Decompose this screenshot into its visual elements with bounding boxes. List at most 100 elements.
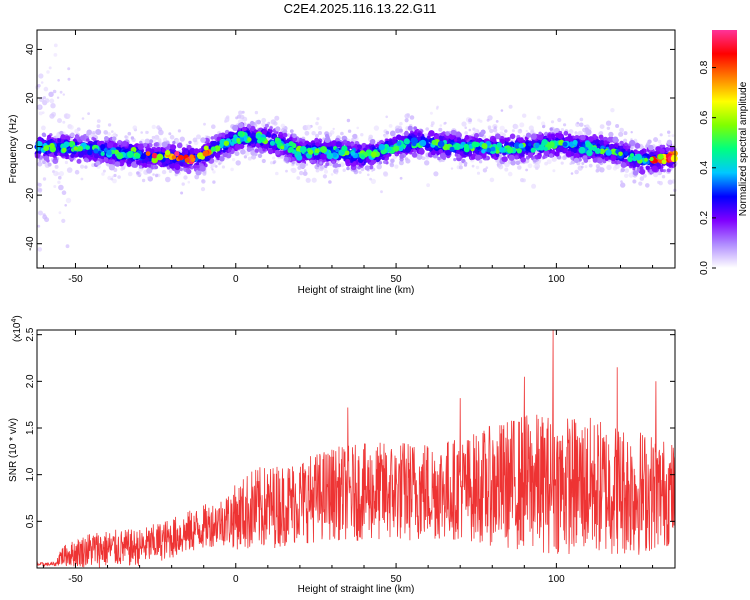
spectrogram-point xyxy=(111,136,117,141)
spectrogram-point xyxy=(194,174,200,180)
spectrogram-point xyxy=(57,180,61,184)
spectrogram-point xyxy=(653,137,659,143)
spectrogram-point xyxy=(131,161,138,168)
spectrogram-point xyxy=(341,145,348,152)
spectrogram-point xyxy=(643,157,649,162)
spectrogram-point xyxy=(669,162,673,166)
spectrogram-point xyxy=(404,146,411,153)
spectrogram-point xyxy=(254,148,259,153)
spectrogram-point xyxy=(389,141,393,145)
spectrogram-point xyxy=(319,161,323,165)
spectrogram-point xyxy=(576,121,580,125)
spectrogram-point xyxy=(177,129,181,133)
spectrogram-point xyxy=(588,136,594,142)
spectrogram-point xyxy=(454,153,459,157)
spectrogram-point xyxy=(548,141,555,149)
spectrogram-point xyxy=(620,162,627,168)
spectrogram-point xyxy=(37,84,41,88)
spectrogram-point xyxy=(409,115,415,120)
spectrogram-point xyxy=(624,168,630,173)
spectrogram-point xyxy=(269,126,273,130)
spectrogram-point xyxy=(282,132,288,138)
spectrogram-point xyxy=(491,137,497,143)
spectrogram-point xyxy=(433,171,439,177)
spectrogram-point xyxy=(41,111,45,114)
spectrogram-point xyxy=(230,167,234,172)
spectrogram-point xyxy=(607,136,615,143)
spectrogram-point xyxy=(574,169,579,175)
spectrogram-point xyxy=(196,161,200,166)
spectrogram-point xyxy=(302,142,306,147)
spectrogram-point xyxy=(309,159,313,164)
spectrogram-point xyxy=(108,159,113,165)
spectrogram-point xyxy=(127,131,132,136)
spectrogram-point xyxy=(157,138,162,143)
spectrogram-point xyxy=(563,148,568,153)
spectrogram-point xyxy=(147,163,152,168)
spectrogram-point xyxy=(508,154,515,161)
spectrogram-point xyxy=(85,145,90,151)
colorbar-ticks: 0.0 0.2 0.4 0.6 0.8 xyxy=(699,60,716,275)
spectrogram-point xyxy=(504,161,510,168)
spectrogram-point xyxy=(565,150,572,157)
spectrogram-point xyxy=(311,131,316,136)
spectrogram-point xyxy=(449,146,455,152)
spectrogram-point xyxy=(280,145,285,150)
spectrogram-point xyxy=(662,144,666,148)
spectrogram-point xyxy=(666,168,671,173)
spectrogram-point xyxy=(619,127,624,133)
spectrogram-point xyxy=(43,155,50,161)
spectrogram-point xyxy=(395,128,401,134)
spectrogram-point xyxy=(510,160,516,166)
spectrogram-point xyxy=(416,153,423,160)
spectrogram-point xyxy=(375,143,379,148)
spectrogram-point xyxy=(43,86,49,92)
spectrogram-point xyxy=(346,166,350,171)
spectrogram-point xyxy=(667,179,673,185)
spectrogram-point xyxy=(138,165,143,169)
spectrogram-point xyxy=(296,176,301,180)
spectrogram-point xyxy=(232,124,239,131)
x-tick-label: 100 xyxy=(548,574,565,585)
spectrogram-point xyxy=(291,161,295,165)
spectrogram-point xyxy=(372,167,376,171)
x-tick-label: 0 xyxy=(233,574,239,585)
spectrogram-point xyxy=(40,81,44,84)
spectrogram-point xyxy=(47,162,52,167)
spectrogram-point xyxy=(599,140,605,146)
spectrogram-point xyxy=(67,77,71,81)
spectrogram-point xyxy=(579,122,584,127)
spectrogram-point xyxy=(608,143,616,150)
spectrogram-point xyxy=(658,181,663,186)
spectrogram-point xyxy=(74,129,79,134)
spectrogram-point xyxy=(550,120,555,124)
spectrogram-point xyxy=(44,217,50,223)
spectrogram-point xyxy=(424,160,430,166)
x-tick-label: 0 xyxy=(233,274,239,285)
spectrogram-point xyxy=(65,197,72,204)
spectrogram-point xyxy=(210,158,215,163)
spectrogram-point xyxy=(615,124,620,128)
snr-panel: -50 0 50 100 0.5 1.0 1.5 2.0 2.5 Height of strai… xyxy=(8,315,676,595)
spectrogram-point xyxy=(659,148,665,154)
spectrogram-point xyxy=(111,130,114,133)
spectrogram-point xyxy=(168,132,172,136)
spectrogram-point xyxy=(360,133,364,137)
spectrogram-point xyxy=(500,109,504,112)
spectrogram-point xyxy=(307,142,312,146)
spectrogram-point xyxy=(136,171,140,175)
spectrogram-point xyxy=(126,161,130,165)
spectrogram-point xyxy=(314,148,320,154)
spectrogram-point xyxy=(107,132,111,136)
spectrogram-point xyxy=(551,156,557,162)
spectrogram-point xyxy=(46,70,50,74)
spectrogram-point xyxy=(230,141,235,146)
spectrogram-point xyxy=(632,167,636,171)
spectrogram-point xyxy=(363,147,367,152)
spectrogram-point xyxy=(439,124,443,127)
spectrogram-point xyxy=(239,114,245,120)
spectrogram-point xyxy=(42,177,47,181)
spectrogram-point xyxy=(661,175,666,179)
spectrogram-point xyxy=(172,140,176,145)
spectrogram-point xyxy=(142,162,147,167)
